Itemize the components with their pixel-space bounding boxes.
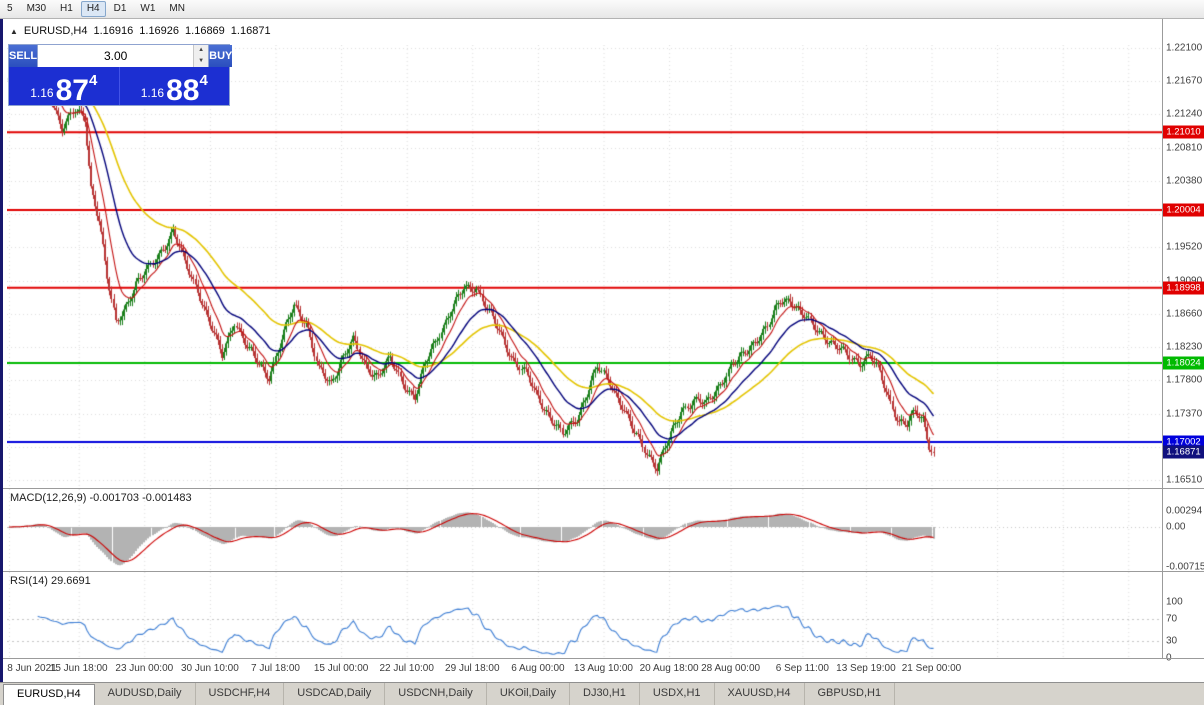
price-axis-label: 1.17800 — [1166, 374, 1203, 386]
chart-tab-dj30-h1[interactable]: DJ30,H1 — [570, 683, 640, 705]
time-axis-label: 8 Jun 2021 — [7, 663, 57, 674]
time-axis-label: 7 Jul 18:00 — [251, 663, 300, 674]
price-axis-label: 1.18660 — [1166, 308, 1203, 320]
chart-tab-eurusd-h4[interactable]: EURUSD,H4 — [3, 684, 95, 705]
sell-price-pipette: 4 — [88, 72, 98, 89]
rsi-axis-label: 70 — [1166, 613, 1178, 625]
timeframe-button-5[interactable]: 5 — [7, 3, 13, 14]
price-axis-label: 1.17370 — [1166, 408, 1203, 420]
buy-price-big-digits: 88 — [166, 73, 200, 107]
price-level-tag: 1.17002 — [1163, 435, 1204, 449]
time-axis-label: 13 Sep 19:00 — [836, 663, 896, 674]
time-axis-label: 6 Sep 11:00 — [775, 663, 829, 674]
price-chart-canvas[interactable] — [7, 45, 1162, 488]
buy-price-pipette: 4 — [199, 72, 208, 89]
price-axis-label: 1.21240 — [1166, 108, 1203, 120]
price-level-tag: 1.21010 — [1163, 125, 1204, 139]
price-axis-label: 1.22100 — [1166, 42, 1203, 54]
chart-tab-usdchf-h4[interactable]: USDCHF,H4 — [196, 683, 285, 705]
timeframe-button-w1[interactable]: W1 — [140, 3, 156, 14]
time-axis-label: 30 Jun 10:00 — [180, 663, 239, 674]
price-axis-separator — [1162, 19, 1163, 658]
ohlc-open: 1.16916 — [93, 25, 134, 37]
time-axis-divider — [0, 658, 1204, 659]
time-axis-label: 28 Aug 00:00 — [701, 663, 761, 674]
sell-button[interactable]: SELL — [9, 45, 38, 67]
volume-stepper: ▲ ▼ — [37, 45, 210, 67]
time-axis-label: 29 Jul 18:00 — [445, 663, 500, 674]
rsi-axis-label: 30 — [1166, 635, 1178, 647]
rsi-axis-label: 100 — [1166, 596, 1183, 608]
price-axis-label: 1.16510 — [1166, 474, 1203, 486]
chart-tab-usdcnh-daily[interactable]: USDCNH,Daily — [385, 683, 487, 705]
buy-price-display: 1.16 88 4 — [120, 67, 230, 105]
price-axis-label: 1.20810 — [1166, 142, 1203, 154]
timeframe-button-h4[interactable]: H4 — [80, 1, 106, 17]
macd-axis-label: -0.00715 — [1166, 561, 1204, 573]
ohlc-high: 1.16926 — [139, 25, 180, 37]
timeframe-button-mn[interactable]: MN — [169, 3, 185, 14]
rsi-panel-canvas[interactable] — [7, 572, 1162, 658]
sell-price-display: 1.16 87 4 — [9, 67, 120, 105]
chart-tab-usdx-h1[interactable]: USDX,H1 — [640, 683, 715, 705]
chart-tab-ukoil-daily[interactable]: UKOil,Daily — [487, 683, 571, 705]
macd-indicator-label: MACD(12,26,9) -0.001703 -0.001483 — [10, 492, 192, 504]
collapse-triangle-icon[interactable]: ▲ — [10, 26, 18, 36]
ohlc-low: 1.16869 — [185, 25, 225, 37]
volume-up-icon[interactable]: ▲ — [198, 47, 205, 53]
chart-tab-gbpusd-h1[interactable]: GBPUSD,H1 — [805, 683, 896, 705]
time-axis-label: 15 Jul 00:00 — [313, 663, 369, 674]
buy-price-prefix: 1.16 — [140, 86, 165, 100]
panel-resize-divider[interactable] — [0, 488, 1204, 489]
timeframe-button-m30[interactable]: M30 — [26, 3, 47, 14]
price-axis-label: 1.21670 — [1166, 75, 1203, 87]
time-axis-label: 22 Jul 10:00 — [379, 663, 434, 674]
chart-ohlc-line: ▲ EURUSD,H4 1.16916 1.16926 1.16869 1.16… — [10, 25, 271, 37]
time-axis-label: 13 Aug 10:00 — [574, 663, 633, 674]
price-level-tag: 1.20004 — [1163, 203, 1204, 217]
time-axis-label: 23 Jun 00:00 — [115, 663, 174, 674]
rsi-indicator-label: RSI(14) 29.6691 — [10, 575, 91, 587]
macd-axis-label: 0.00 — [1166, 521, 1186, 533]
price-axis-label: 1.19520 — [1166, 241, 1203, 253]
current-price-tag: 1.16871 — [1163, 445, 1204, 459]
panel-resize-divider[interactable] — [0, 571, 1204, 572]
volume-down-icon[interactable]: ▼ — [198, 58, 205, 64]
price-axis-label: 1.18230 — [1166, 341, 1203, 353]
time-axis-label: 6 Aug 00:00 — [511, 663, 565, 674]
macd-axis-label: 0.00294 — [1166, 505, 1203, 517]
price-axis-label: 1.19090 — [1166, 275, 1202, 286]
buy-button[interactable]: BUY — [209, 45, 233, 67]
price-level-tag: 1.18024 — [1163, 356, 1204, 370]
time-axis-label: 20 Aug 18:00 — [639, 663, 699, 674]
sell-price-big-digits: 87 — [55, 73, 89, 107]
time-axis-label: 15 Jun 18:00 — [49, 663, 108, 674]
chart-tab-audusd-daily[interactable]: AUDUSD,Daily — [95, 683, 196, 705]
timeframe-toolbar: 5 M30 H1 H4 D1 W1 MN — [0, 0, 1204, 19]
volume-input[interactable] — [38, 45, 194, 67]
chart-symbol-period: EURUSD,H4 — [23, 25, 88, 37]
timeframe-button-d1[interactable]: D1 — [113, 3, 127, 14]
chart-tab-xauusd-h4[interactable]: XAUUSD,H4 — [715, 683, 805, 705]
price-axis-label: 1.20380 — [1166, 175, 1203, 187]
chart-tab-usdcad-daily[interactable]: USDCAD,Daily — [284, 683, 386, 705]
chart-tab-bar: EURUSD,H4 AUDUSD,Daily USDCHF,H4 USDCAD,Dai… — [0, 682, 1204, 705]
one-click-trading-panel: SELL ▲ ▼ BUY 1.16 87 4 1.16 88 4 — [8, 44, 233, 106]
ohlc-close: 1.16871 — [230, 25, 271, 37]
sell-price-prefix: 1.16 — [30, 86, 54, 100]
chart-window-left-border — [0, 19, 3, 682]
price-level-tag: 1.18998 — [1163, 281, 1204, 295]
timeframe-button-h1[interactable]: H1 — [60, 3, 73, 14]
time-axis-label: 21 Sep 00:00 — [901, 663, 962, 674]
macd-panel-canvas[interactable] — [7, 489, 1162, 571]
